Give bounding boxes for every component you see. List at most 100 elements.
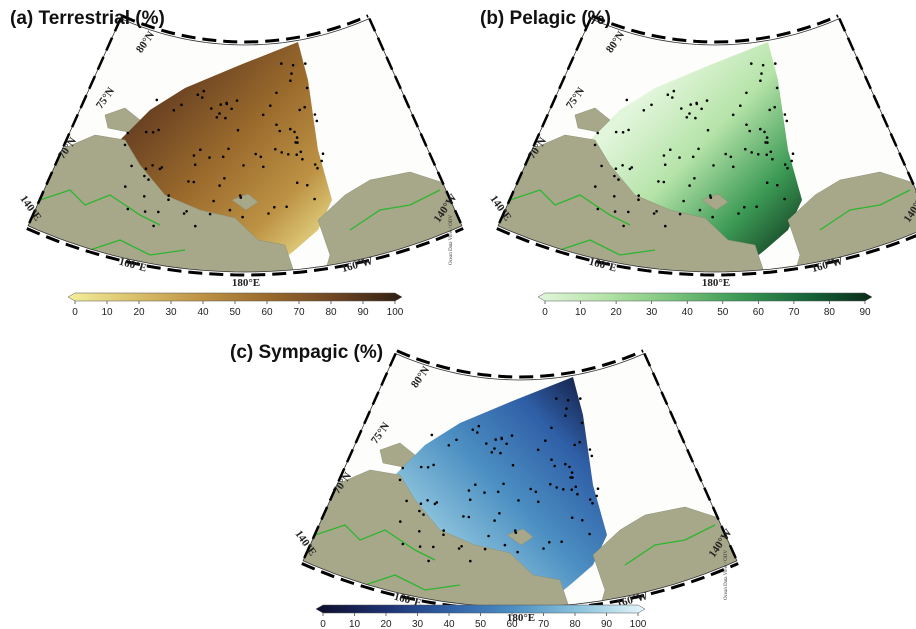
station [757, 153, 760, 156]
station [743, 206, 746, 209]
station [581, 422, 584, 425]
station [688, 184, 691, 187]
station [432, 464, 435, 467]
station [562, 488, 565, 491]
credit: Ocean Data View / ODV [449, 215, 454, 265]
station [130, 165, 133, 168]
panel-title: (b) Pelagic (%) [480, 8, 611, 29]
station [739, 104, 742, 107]
station [156, 99, 159, 102]
station [549, 483, 552, 486]
station [667, 93, 670, 96]
station [399, 479, 402, 482]
station [161, 166, 164, 169]
station [273, 206, 276, 209]
station [422, 513, 425, 516]
station [493, 447, 496, 450]
station [426, 499, 429, 502]
station [622, 225, 625, 228]
station [578, 441, 581, 444]
station [699, 209, 702, 212]
station [427, 560, 430, 563]
station [663, 181, 666, 184]
colorbar-tick-label: 90 [601, 619, 613, 629]
colorbar-tick-label: 60 [261, 307, 273, 318]
station [431, 434, 434, 437]
colorbar-tick-label: 70 [293, 307, 305, 318]
station [275, 123, 278, 126]
station [468, 489, 471, 492]
station [405, 500, 408, 503]
longitude-label: 180°E [232, 277, 260, 289]
station [581, 519, 584, 522]
station [226, 103, 229, 106]
station [474, 483, 477, 486]
station [512, 464, 515, 467]
figure: (a) Terrestrial (%)80°N75°N70°N140°E160°… [0, 0, 916, 629]
station [212, 200, 215, 203]
colorbar-tick-label: 40 [682, 307, 694, 318]
panel-title: (a) Terrestrial (%) [10, 8, 165, 29]
station [300, 151, 303, 154]
station [485, 442, 488, 445]
station [218, 184, 221, 187]
station [784, 113, 787, 116]
station [237, 129, 240, 132]
station [483, 491, 486, 494]
colorbar-tick-label: 20 [380, 619, 392, 629]
station [622, 131, 625, 134]
station [420, 502, 423, 505]
station [230, 108, 233, 111]
station [296, 181, 299, 184]
station [663, 154, 666, 157]
station [442, 529, 445, 532]
station [313, 198, 316, 201]
station [657, 180, 660, 183]
station [570, 488, 573, 491]
station [790, 160, 793, 163]
station [448, 444, 451, 447]
station [784, 163, 787, 166]
station [706, 99, 709, 102]
colorbar-tick-label: 80 [569, 619, 581, 629]
colorbar-tick-label: 40 [443, 619, 455, 629]
station [710, 196, 713, 199]
station [476, 431, 479, 434]
station [724, 153, 727, 156]
station [152, 225, 155, 228]
station [442, 533, 445, 536]
station [199, 148, 202, 151]
station [274, 148, 277, 151]
colorbar-tick-label: 10 [349, 619, 361, 629]
station [730, 156, 733, 159]
station [548, 541, 551, 544]
station [678, 156, 681, 159]
station [763, 131, 766, 134]
station [147, 178, 150, 181]
station [269, 104, 272, 107]
station [773, 106, 776, 109]
station [280, 62, 283, 65]
station [223, 177, 226, 180]
station [544, 439, 547, 442]
station [157, 211, 160, 214]
station [732, 166, 735, 169]
station [494, 438, 497, 441]
colorbar-tick-label: 90 [859, 307, 871, 318]
station [626, 99, 629, 102]
station [240, 196, 243, 199]
station [194, 163, 197, 166]
station [673, 90, 676, 93]
station [542, 547, 545, 550]
station [711, 216, 714, 219]
colorbar-tick-label: 70 [538, 619, 550, 629]
station [664, 163, 667, 166]
station [555, 486, 558, 489]
station [173, 109, 176, 112]
station [744, 148, 747, 151]
colorbar-tick-label: 50 [475, 619, 487, 629]
station [224, 117, 227, 120]
station [487, 535, 490, 538]
colorbar-tick-label: 90 [357, 307, 369, 318]
station [143, 195, 146, 198]
